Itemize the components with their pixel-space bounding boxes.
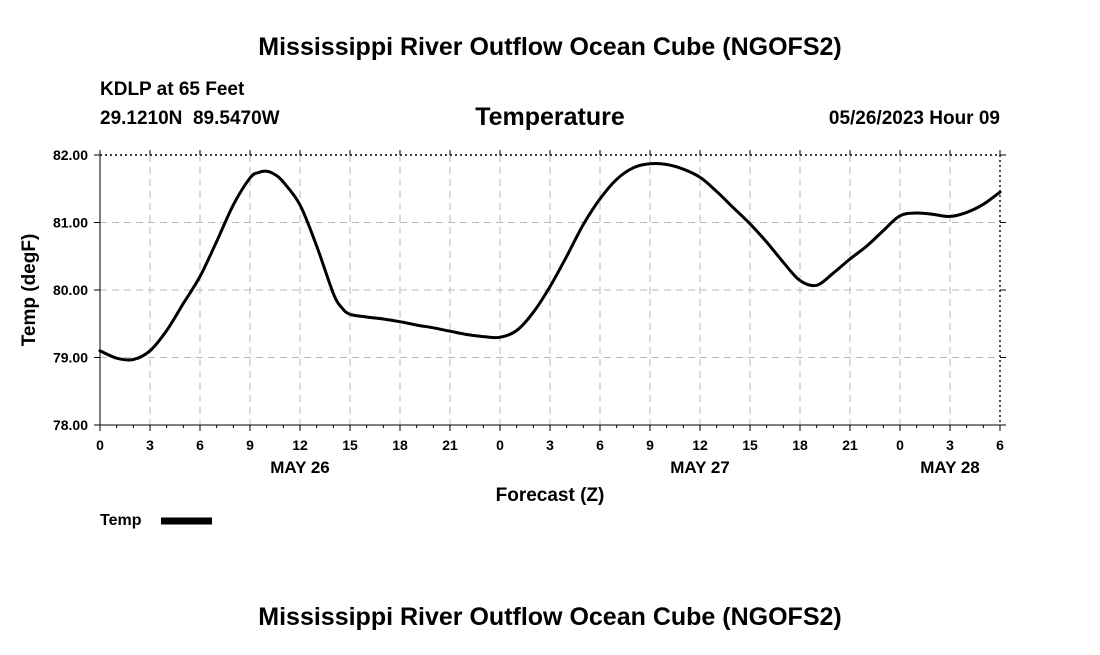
x-tick-label: 9 — [646, 437, 654, 453]
series-layer — [98, 162, 1002, 362]
y-tick-label: 80.00 — [53, 282, 88, 298]
x-tick-label: 15 — [342, 437, 358, 453]
x-tick-label: 6 — [996, 437, 1004, 453]
x-tick-label: 6 — [196, 437, 204, 453]
x-tick-label: 18 — [792, 437, 808, 453]
x-tick-label: 9 — [246, 437, 254, 453]
x-tick-label: 12 — [292, 437, 308, 453]
x-tick-label: 21 — [842, 437, 858, 453]
x-tick-label: 3 — [146, 437, 154, 453]
y-axis-label: Temp (degF) — [19, 234, 40, 347]
x-axis-ticks: 0 3 6 9 12 15 18 21 0 3 6 9 12 15 18 21 0 3 6 — [96, 150, 1004, 453]
legend: Temp — [100, 512, 212, 529]
x-tick-label: 0 — [96, 437, 104, 453]
x-axis-label: Forecast (Z) — [496, 485, 605, 506]
y-tick-label: 79.00 — [53, 350, 88, 366]
series-line-temp — [98, 162, 1002, 362]
station-label: KDLP at 65 Feet — [100, 79, 245, 100]
x-tick-label: 15 — [742, 437, 758, 453]
footer-title: Mississippi River Outflow Ocean Cube (NG… — [258, 603, 841, 631]
chart-title: Temperature — [475, 103, 625, 131]
y-tick-label: 82.00 — [53, 147, 88, 163]
y-axis-ticks: 78.00 79.00 80.00 81.00 82.00 — [53, 147, 1006, 433]
page-title: Mississippi River Outflow Ocean Cube (NG… — [258, 33, 841, 61]
timestamp-label: 05/26/2023 Hour 09 — [829, 108, 1000, 129]
x-tick-label: 0 — [496, 437, 504, 453]
y-tick-label: 78.00 — [53, 417, 88, 433]
date-label: MAY 26 — [270, 458, 330, 477]
x-tick-label: 6 — [596, 437, 604, 453]
x-tick-label: 3 — [546, 437, 554, 453]
y-tick-label: 81.00 — [53, 215, 88, 231]
x-tick-label: 3 — [946, 437, 954, 453]
grid — [100, 155, 1000, 425]
coords-label: 29.1210N 89.5470W — [100, 108, 280, 129]
x-tick-label: 18 — [392, 437, 408, 453]
x-tick-label: 12 — [692, 437, 708, 453]
date-labels: MAY 26 MAY 27 MAY 28 — [270, 458, 980, 477]
legend-label-temp: Temp — [100, 512, 142, 529]
date-label: MAY 27 — [670, 458, 730, 477]
date-label: MAY 28 — [920, 458, 980, 477]
x-tick-label: 21 — [442, 437, 458, 453]
x-tick-label: 0 — [896, 437, 904, 453]
